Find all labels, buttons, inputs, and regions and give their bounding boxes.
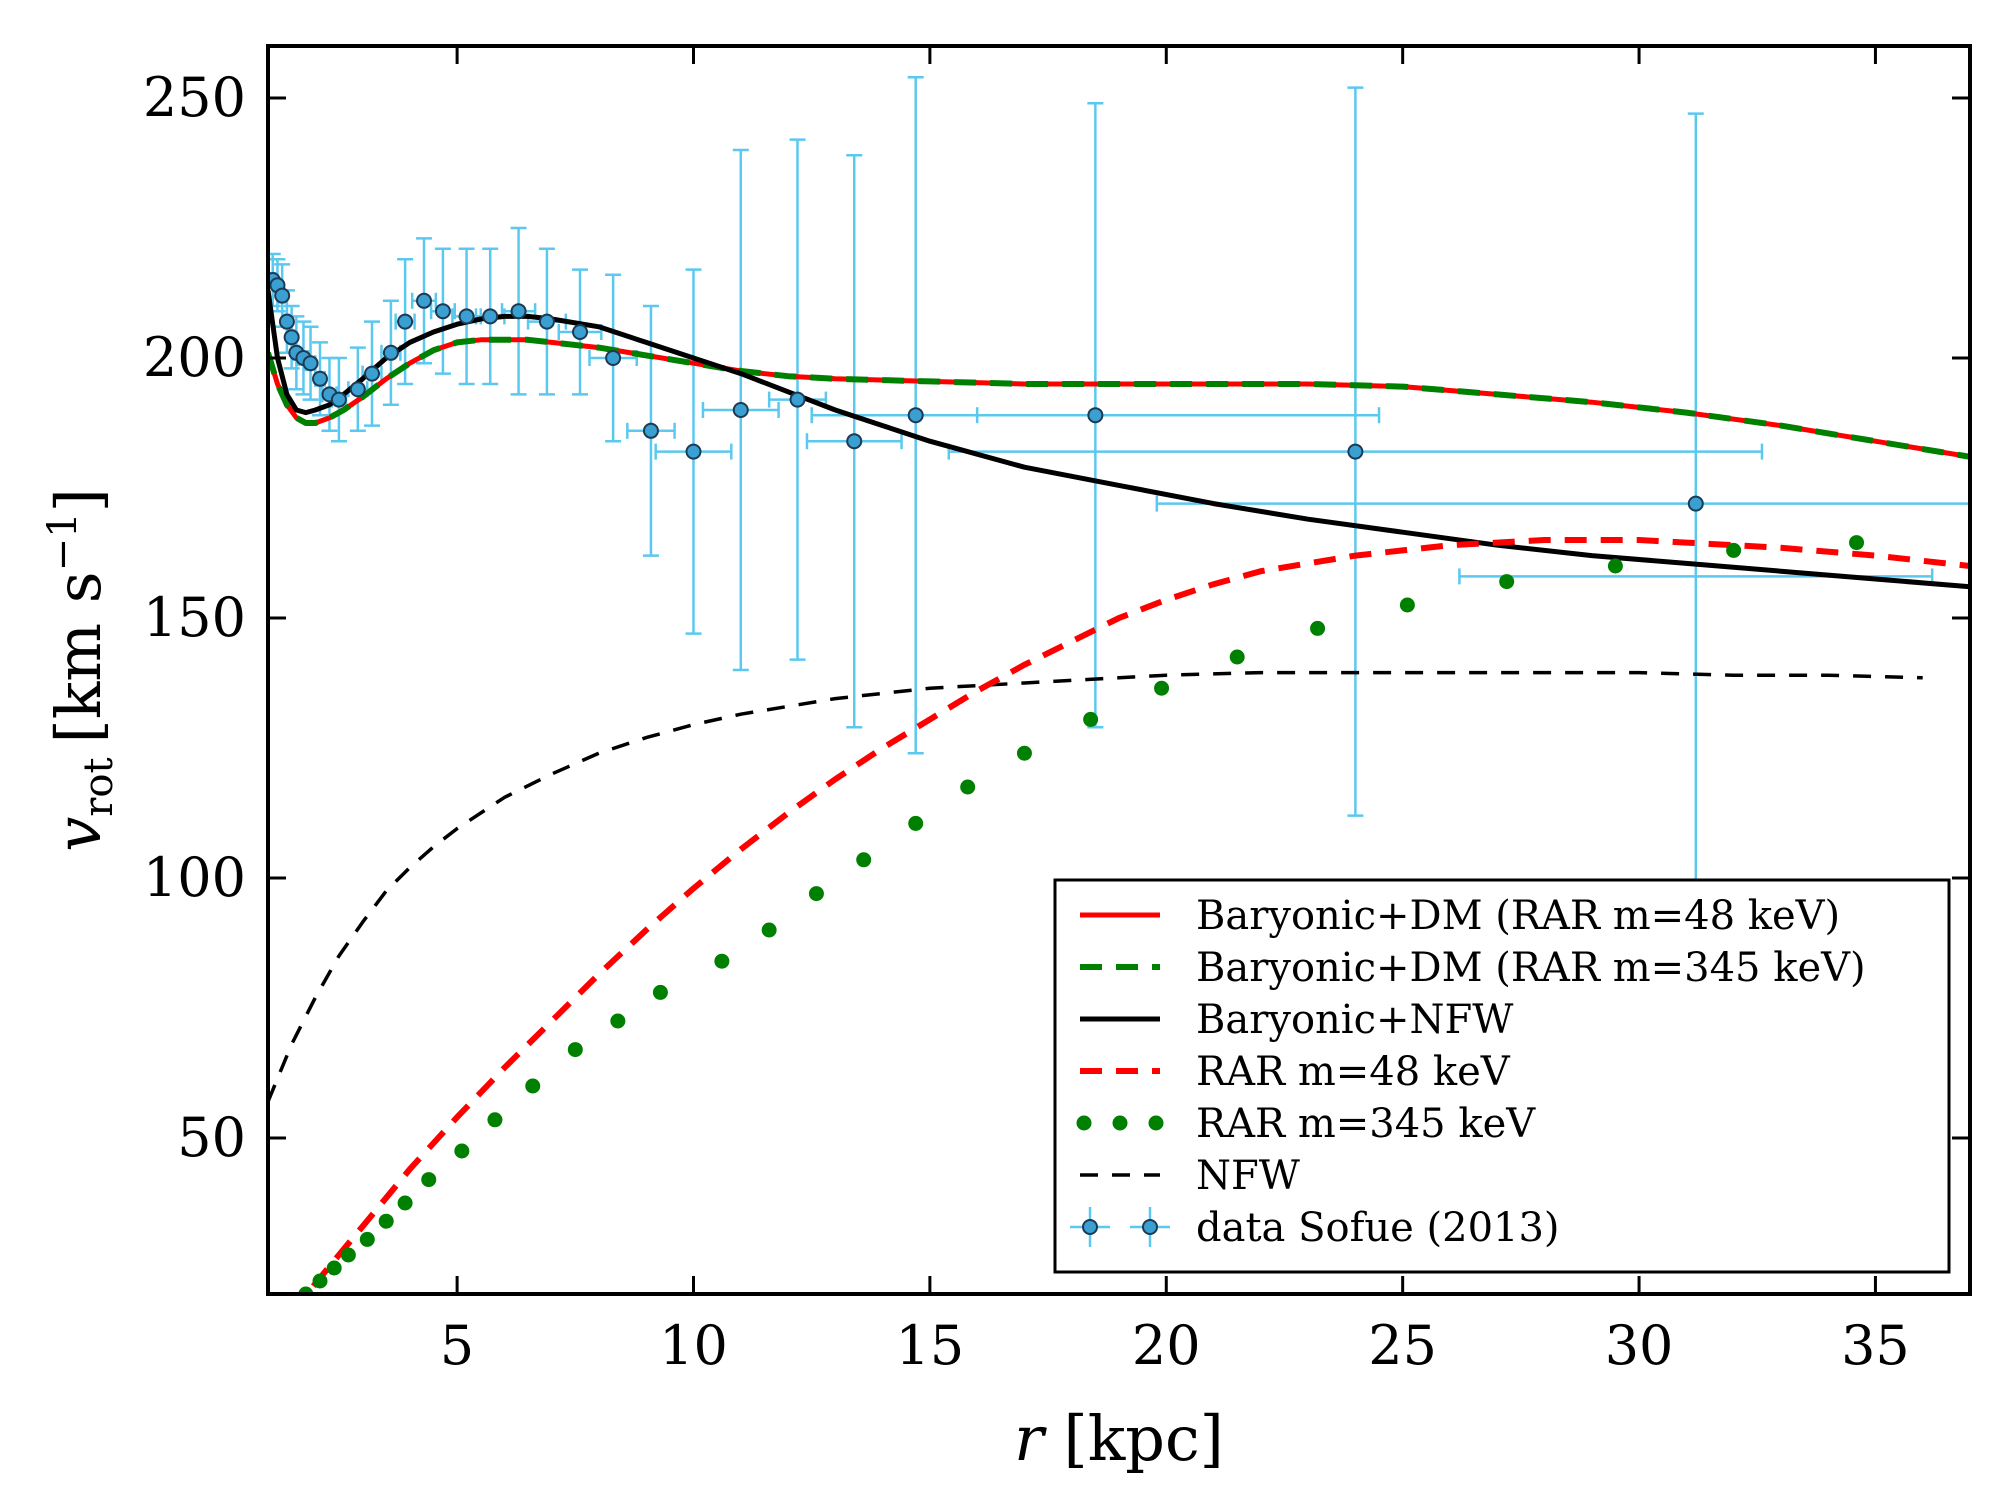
series-line-bar_dm_345 bbox=[268, 336, 1970, 460]
series-point-rar_345 bbox=[1016, 745, 1032, 761]
data-point-marker bbox=[1347, 443, 1364, 460]
x-tick-label: 15 bbox=[896, 1314, 965, 1377]
y-tick-label: 250 bbox=[143, 66, 246, 129]
x-tick-label: 5 bbox=[440, 1314, 474, 1377]
legend-swatch-data-marker bbox=[1142, 1219, 1158, 1235]
data-point-marker bbox=[510, 303, 527, 320]
legend-swatch-rar_345 bbox=[1112, 1115, 1128, 1131]
y-tick-label: 150 bbox=[143, 586, 246, 649]
data-point-marker bbox=[312, 370, 329, 387]
series-point-rar_345 bbox=[1499, 574, 1515, 590]
legend: Baryonic+DM (RAR m=48 keV) Baryonic+DM (R… bbox=[1053, 878, 1951, 1274]
legend-label-nfw: NFW bbox=[1196, 1153, 1300, 1199]
series-point-rar_345 bbox=[359, 1231, 375, 1247]
data-point-marker bbox=[416, 292, 433, 309]
axis-ticks: 5 10 15 20 25 30 35 50 100 150 200 250 bbox=[143, 46, 1970, 1377]
series-point-rar_345 bbox=[525, 1078, 541, 1094]
y-tick-label: 50 bbox=[177, 1106, 246, 1169]
data-point-marker bbox=[278, 313, 295, 330]
data-point-marker bbox=[846, 433, 863, 450]
data-point-marker bbox=[434, 303, 451, 320]
x-axis-symbol: r bbox=[1014, 1402, 1047, 1475]
x-tick-label: 35 bbox=[1841, 1314, 1910, 1377]
data-point-marker bbox=[1087, 407, 1104, 424]
legend-label-bar_dm_345: Baryonic+DM (RAR m=345 keV) bbox=[1196, 945, 1866, 991]
series-point-rar_345 bbox=[1229, 649, 1245, 665]
series-point-rar_345 bbox=[1607, 558, 1623, 574]
data-point-marker bbox=[732, 402, 749, 418]
x-tick-label: 20 bbox=[1132, 1314, 1201, 1377]
series-point-rar_345 bbox=[1399, 597, 1415, 613]
legend-swatch-rar_345 bbox=[1148, 1115, 1164, 1131]
data-point-marker bbox=[482, 308, 499, 325]
series-point-rar_345 bbox=[960, 779, 976, 795]
series-point-rar_345 bbox=[1083, 711, 1099, 727]
series-point-rar_345 bbox=[454, 1143, 470, 1159]
legend-label-bar_nfw: Baryonic+NFW bbox=[1196, 997, 1513, 1043]
series-point-rar_345 bbox=[652, 984, 668, 1000]
series-line-nfw bbox=[268, 670, 1923, 1103]
series-point-rar_345 bbox=[1849, 535, 1865, 551]
series-point-rar_345 bbox=[808, 886, 824, 902]
y-tick-label: 100 bbox=[143, 846, 246, 909]
y-axis-unit-prefix: [km s bbox=[42, 571, 115, 743]
series-point-rar_345 bbox=[714, 953, 730, 969]
data-point-marker bbox=[907, 407, 924, 424]
series-point-rar_345 bbox=[312, 1273, 328, 1289]
series-point-rar_345 bbox=[326, 1260, 342, 1276]
legend-label-bar_dm_48: Baryonic+DM (RAR m=48 keV) bbox=[1196, 893, 1840, 939]
legend-label-rar_48: RAR m=48 keV bbox=[1196, 1049, 1511, 1095]
x-axis-unit: [kpc] bbox=[1064, 1402, 1224, 1475]
legend-swatch-rar_345 bbox=[1076, 1115, 1092, 1131]
data-point-marker bbox=[382, 344, 399, 361]
series-point-rar_345 bbox=[397, 1195, 413, 1211]
x-tick-label: 10 bbox=[659, 1314, 728, 1377]
series-point-rar_345 bbox=[378, 1213, 394, 1229]
series-point-rar_345 bbox=[856, 852, 872, 868]
data-point-marker bbox=[302, 355, 319, 372]
series-point-rar_345 bbox=[610, 1013, 626, 1029]
y-tick-label: 200 bbox=[143, 326, 246, 389]
data-point-marker bbox=[538, 313, 555, 330]
plot-frame bbox=[266, 44, 1972, 1296]
data-point-marker bbox=[685, 443, 702, 460]
series-point-rar_345 bbox=[1154, 680, 1170, 696]
y-axis-subscript: rot bbox=[76, 757, 122, 816]
legend-frame bbox=[1053, 878, 1951, 1274]
series-point-rar_345 bbox=[421, 1172, 437, 1188]
series-point-rar_345 bbox=[340, 1247, 356, 1263]
data-point-marker bbox=[458, 308, 475, 325]
data-point-marker bbox=[397, 313, 414, 330]
data-point-marker bbox=[642, 422, 659, 439]
data-point-marker bbox=[1687, 495, 1704, 512]
data-point-marker bbox=[605, 350, 622, 366]
legend-label-data: data Sofue (2013) bbox=[1196, 1205, 1560, 1251]
data-point-marker bbox=[330, 391, 347, 408]
data-point-marker bbox=[274, 287, 291, 304]
y-axis-symbol: v bbox=[42, 817, 115, 852]
series-point-rar_345 bbox=[1310, 620, 1326, 636]
y-axis-label: vrot [km s−1] bbox=[40, 488, 122, 852]
data-layer bbox=[268, 75, 1970, 1294]
series-point-rar_345 bbox=[908, 815, 924, 831]
data-point-marker bbox=[283, 329, 300, 346]
y-axis-unit-suffix: ] bbox=[42, 488, 115, 512]
data-point-marker bbox=[364, 365, 381, 382]
series-point-rar_345 bbox=[761, 922, 777, 938]
x-tick-label: 30 bbox=[1605, 1314, 1674, 1377]
legend-swatch-data-marker bbox=[1082, 1219, 1098, 1235]
series-line-bar_nfw bbox=[268, 290, 1970, 590]
data-point-marker bbox=[789, 391, 806, 408]
y-axis-unit-exponent: −1 bbox=[40, 512, 86, 571]
x-tick-label: 25 bbox=[1368, 1314, 1437, 1377]
data-point-marker bbox=[572, 324, 589, 340]
data-point-marker bbox=[349, 381, 366, 398]
legend-label-rar_345: RAR m=345 keV bbox=[1196, 1101, 1536, 1147]
series-point-rar_345 bbox=[487, 1112, 503, 1128]
series-point-rar_345 bbox=[1726, 542, 1742, 558]
series-point-rar_345 bbox=[567, 1042, 583, 1058]
x-axis-label: r [kpc] bbox=[1014, 1402, 1224, 1475]
